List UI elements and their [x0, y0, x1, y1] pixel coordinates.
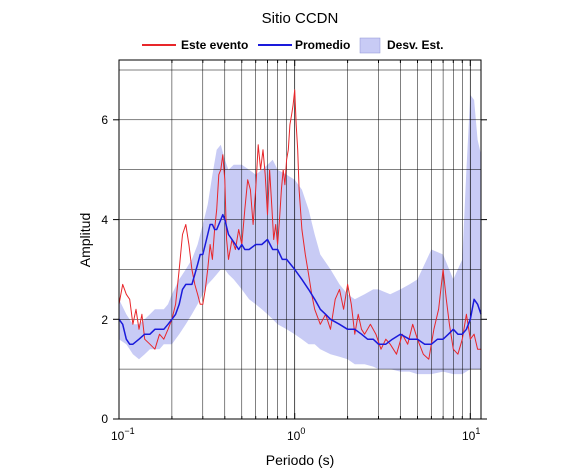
std-dev-band — [119, 94, 481, 375]
y-tick-label-6: 6 — [101, 113, 108, 127]
x-tick-label-0.1: 10−1 — [111, 426, 135, 443]
legend-label-este-evento: Este evento — [181, 38, 248, 52]
x-tick-label-10: 101 — [462, 426, 480, 443]
x-tick-base-1: 10 — [287, 429, 301, 443]
x-tick-base-10: 10 — [462, 429, 476, 443]
legend-label-desv-est: Desv. Est. — [387, 38, 443, 52]
x-tick-label-1: 100 — [287, 426, 305, 443]
tick-layer — [113, 60, 487, 420]
y-tick-label-0: 0 — [101, 412, 108, 426]
y-tick-label-2: 2 — [101, 313, 108, 327]
x-tick-exp-1: 0 — [300, 426, 305, 436]
series-line-promedio — [118, 213, 482, 345]
x-tick-exp-10: 1 — [475, 426, 480, 436]
series-layer — [118, 89, 482, 360]
x-tick-exp-0.1: −1 — [124, 426, 134, 436]
std-dev-band-layer — [119, 94, 481, 375]
grid-layer — [118, 60, 481, 419]
chart-title: Sitio CCDN — [262, 10, 339, 27]
x-tick-labels: 10−1 100 101 — [111, 426, 480, 443]
legend-swatch-desv-est — [359, 37, 381, 54]
x-axis-label: Periodo (s) — [266, 452, 334, 468]
legend-label-promedio: Promedio — [295, 38, 350, 52]
y-tick-label-4: 4 — [101, 213, 108, 227]
plot-frame — [118, 59, 482, 420]
y-tick-labels: 0 2 4 6 — [101, 113, 108, 426]
y-axis-label: Amplitud — [77, 213, 93, 267]
x-tick-base-0.1: 10 — [111, 429, 125, 443]
legend: Este evento Promedio Desv. Est. — [142, 37, 443, 54]
series-line-este-evento — [118, 89, 481, 360]
